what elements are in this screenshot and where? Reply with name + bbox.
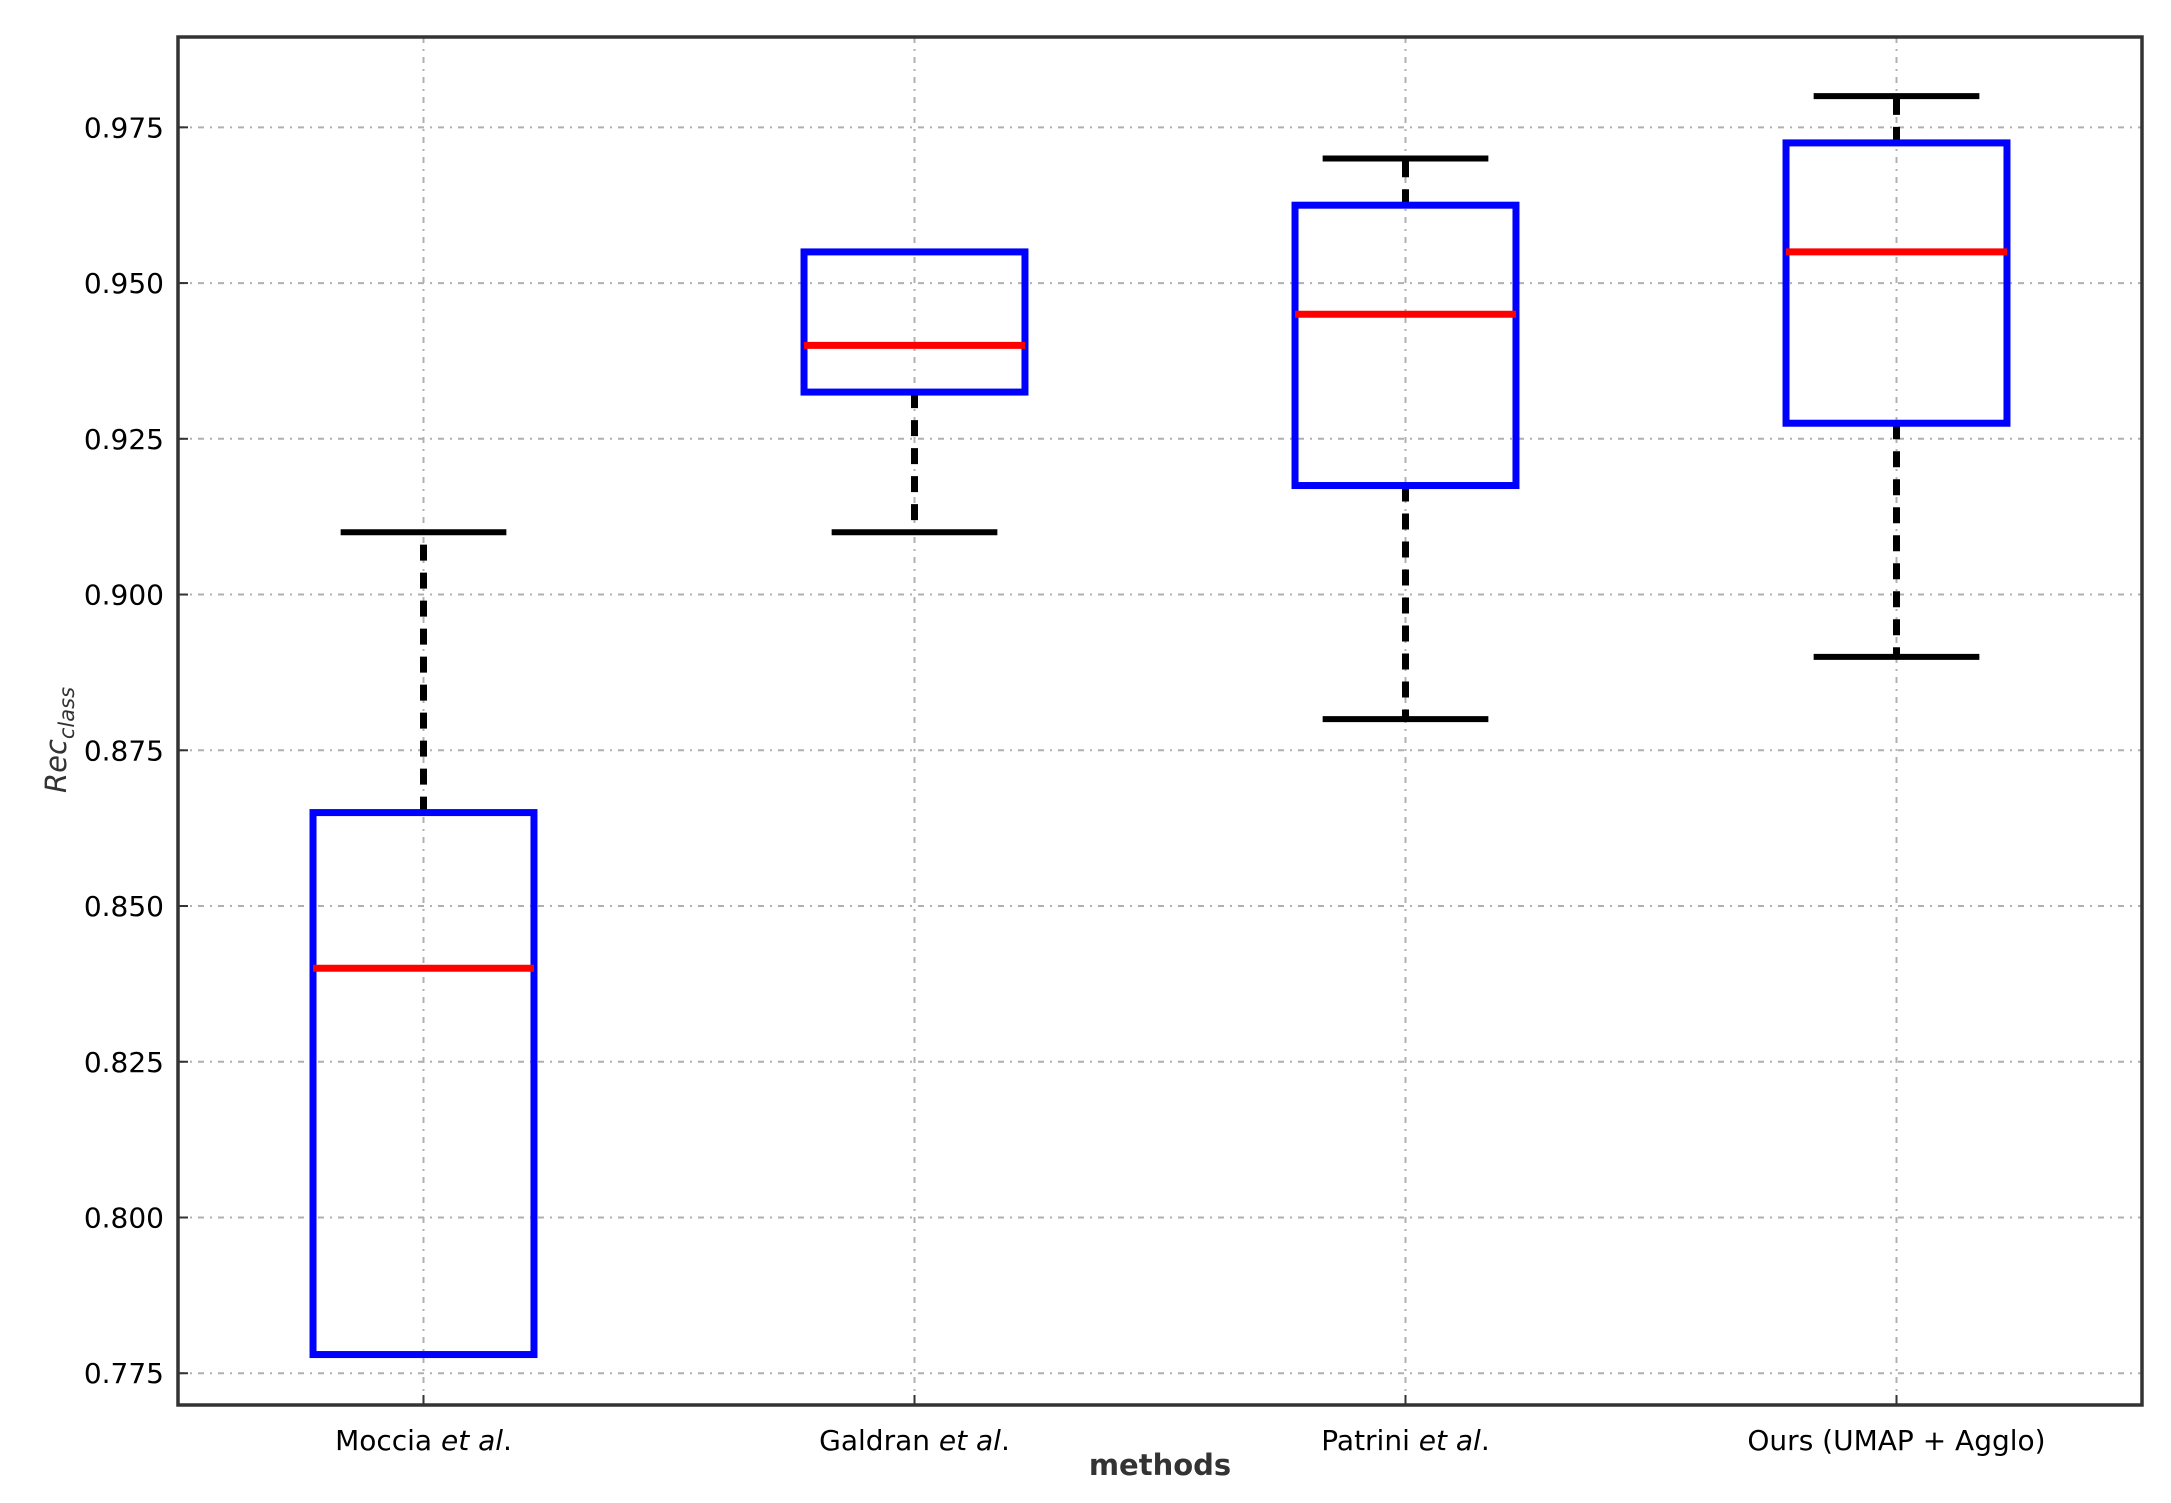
box-group-3 (1782, 93, 2011, 660)
y-tick-label-2: 0.825 (84, 1046, 164, 1079)
y-axis-label-subscript: class (55, 687, 79, 739)
box-3 (1782, 139, 2011, 427)
y-tick-label-8: 0.975 (84, 111, 164, 144)
box-group-2 (1291, 155, 1520, 723)
y-tick-label-3: 0.850 (84, 890, 164, 923)
x-tick-label-suffix: . (1001, 1424, 1010, 1457)
y-axis-label-base: Rec (39, 739, 73, 793)
box-0 (309, 809, 538, 1359)
x-tick-label-italic: et al (441, 1424, 503, 1457)
y-tick-label-4: 0.875 (84, 734, 164, 767)
box-group-0 (309, 529, 538, 1359)
y-axis-label: Recclass (39, 687, 79, 793)
x-tick-label-0: Moccia et al. (335, 1424, 512, 1457)
box-1 (800, 248, 1029, 396)
x-tick-label-italic: et al (939, 1424, 1001, 1457)
y-tick-label-6: 0.925 (84, 423, 164, 456)
box-group-1 (800, 248, 1029, 536)
x-axis-ticks: Moccia et al. Galdran et al. Patrini et al… (335, 1395, 2046, 1457)
x-tick-label-text: Ours (UMAP + Agglo) (1747, 1424, 2045, 1457)
y-tick-label-7: 0.950 (84, 267, 164, 300)
x-tick-label-1: Galdran et al. (819, 1424, 1010, 1457)
y-tick-label-0: 0.775 (84, 1357, 164, 1390)
x-tick-label-text: Patrini (1321, 1424, 1418, 1457)
y-tick-label-1: 0.800 (84, 1201, 164, 1234)
plot-frame (176, 35, 2144, 1407)
x-tick-label-text: Moccia (335, 1424, 441, 1457)
x-tick-label-text: Galdran (819, 1424, 939, 1457)
x-tick-label-italic: et al (1419, 1424, 1481, 1457)
y-tick-label-5: 0.900 (84, 579, 164, 612)
boxes (309, 93, 2011, 1359)
x-tick-label-3: Ours (UMAP + Agglo) (1747, 1424, 2045, 1457)
x-axis-label: methods (1089, 1448, 1231, 1482)
x-tick-label-2: Patrini et al. (1321, 1424, 1489, 1457)
x-tick-label-suffix: . (1481, 1424, 1490, 1457)
box-2 (1291, 201, 1520, 490)
x-tick-label-suffix: . (503, 1424, 512, 1457)
y-axis-ticks: 0.775 0.800 0.825 0.850 0.875 0.900 0.925 0.950… (84, 111, 188, 1390)
